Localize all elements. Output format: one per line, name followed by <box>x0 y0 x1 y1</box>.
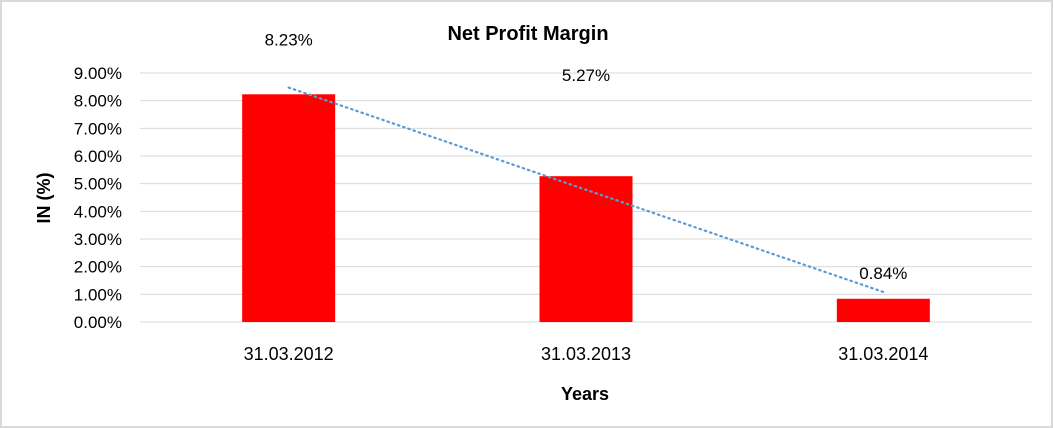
bar <box>242 94 336 322</box>
y-tick-label: 6.00% <box>74 147 122 166</box>
trendline <box>287 86 885 294</box>
y-tick-label: 7.00% <box>74 119 122 138</box>
chart-title: Net Profit Margin <box>447 23 608 45</box>
data-label: 0.84% <box>859 264 907 283</box>
y-tick-label: 2.00% <box>74 258 122 277</box>
data-label: 5.27% <box>562 66 610 85</box>
y-tick-label: 8.00% <box>74 92 122 111</box>
x-tick-label: 31.03.2014 <box>838 344 928 364</box>
bar <box>539 176 633 322</box>
y-tick-label: 1.00% <box>74 285 122 304</box>
y-tick-label: 3.00% <box>74 230 122 249</box>
bar <box>836 298 930 322</box>
y-tick-label: 9.00% <box>74 64 122 83</box>
y-tick-label: 0.00% <box>74 313 122 332</box>
x-tick-label: 31.03.2012 <box>244 344 334 364</box>
y-tick-label: 4.00% <box>74 202 122 221</box>
data-label: 8.23% <box>265 30 313 49</box>
y-tick-label: 5.00% <box>74 175 122 194</box>
x-axis-label: Years <box>561 384 609 404</box>
x-tick-label: 31.03.2013 <box>541 344 631 364</box>
y-axis-label: IN (%) <box>34 173 54 224</box>
